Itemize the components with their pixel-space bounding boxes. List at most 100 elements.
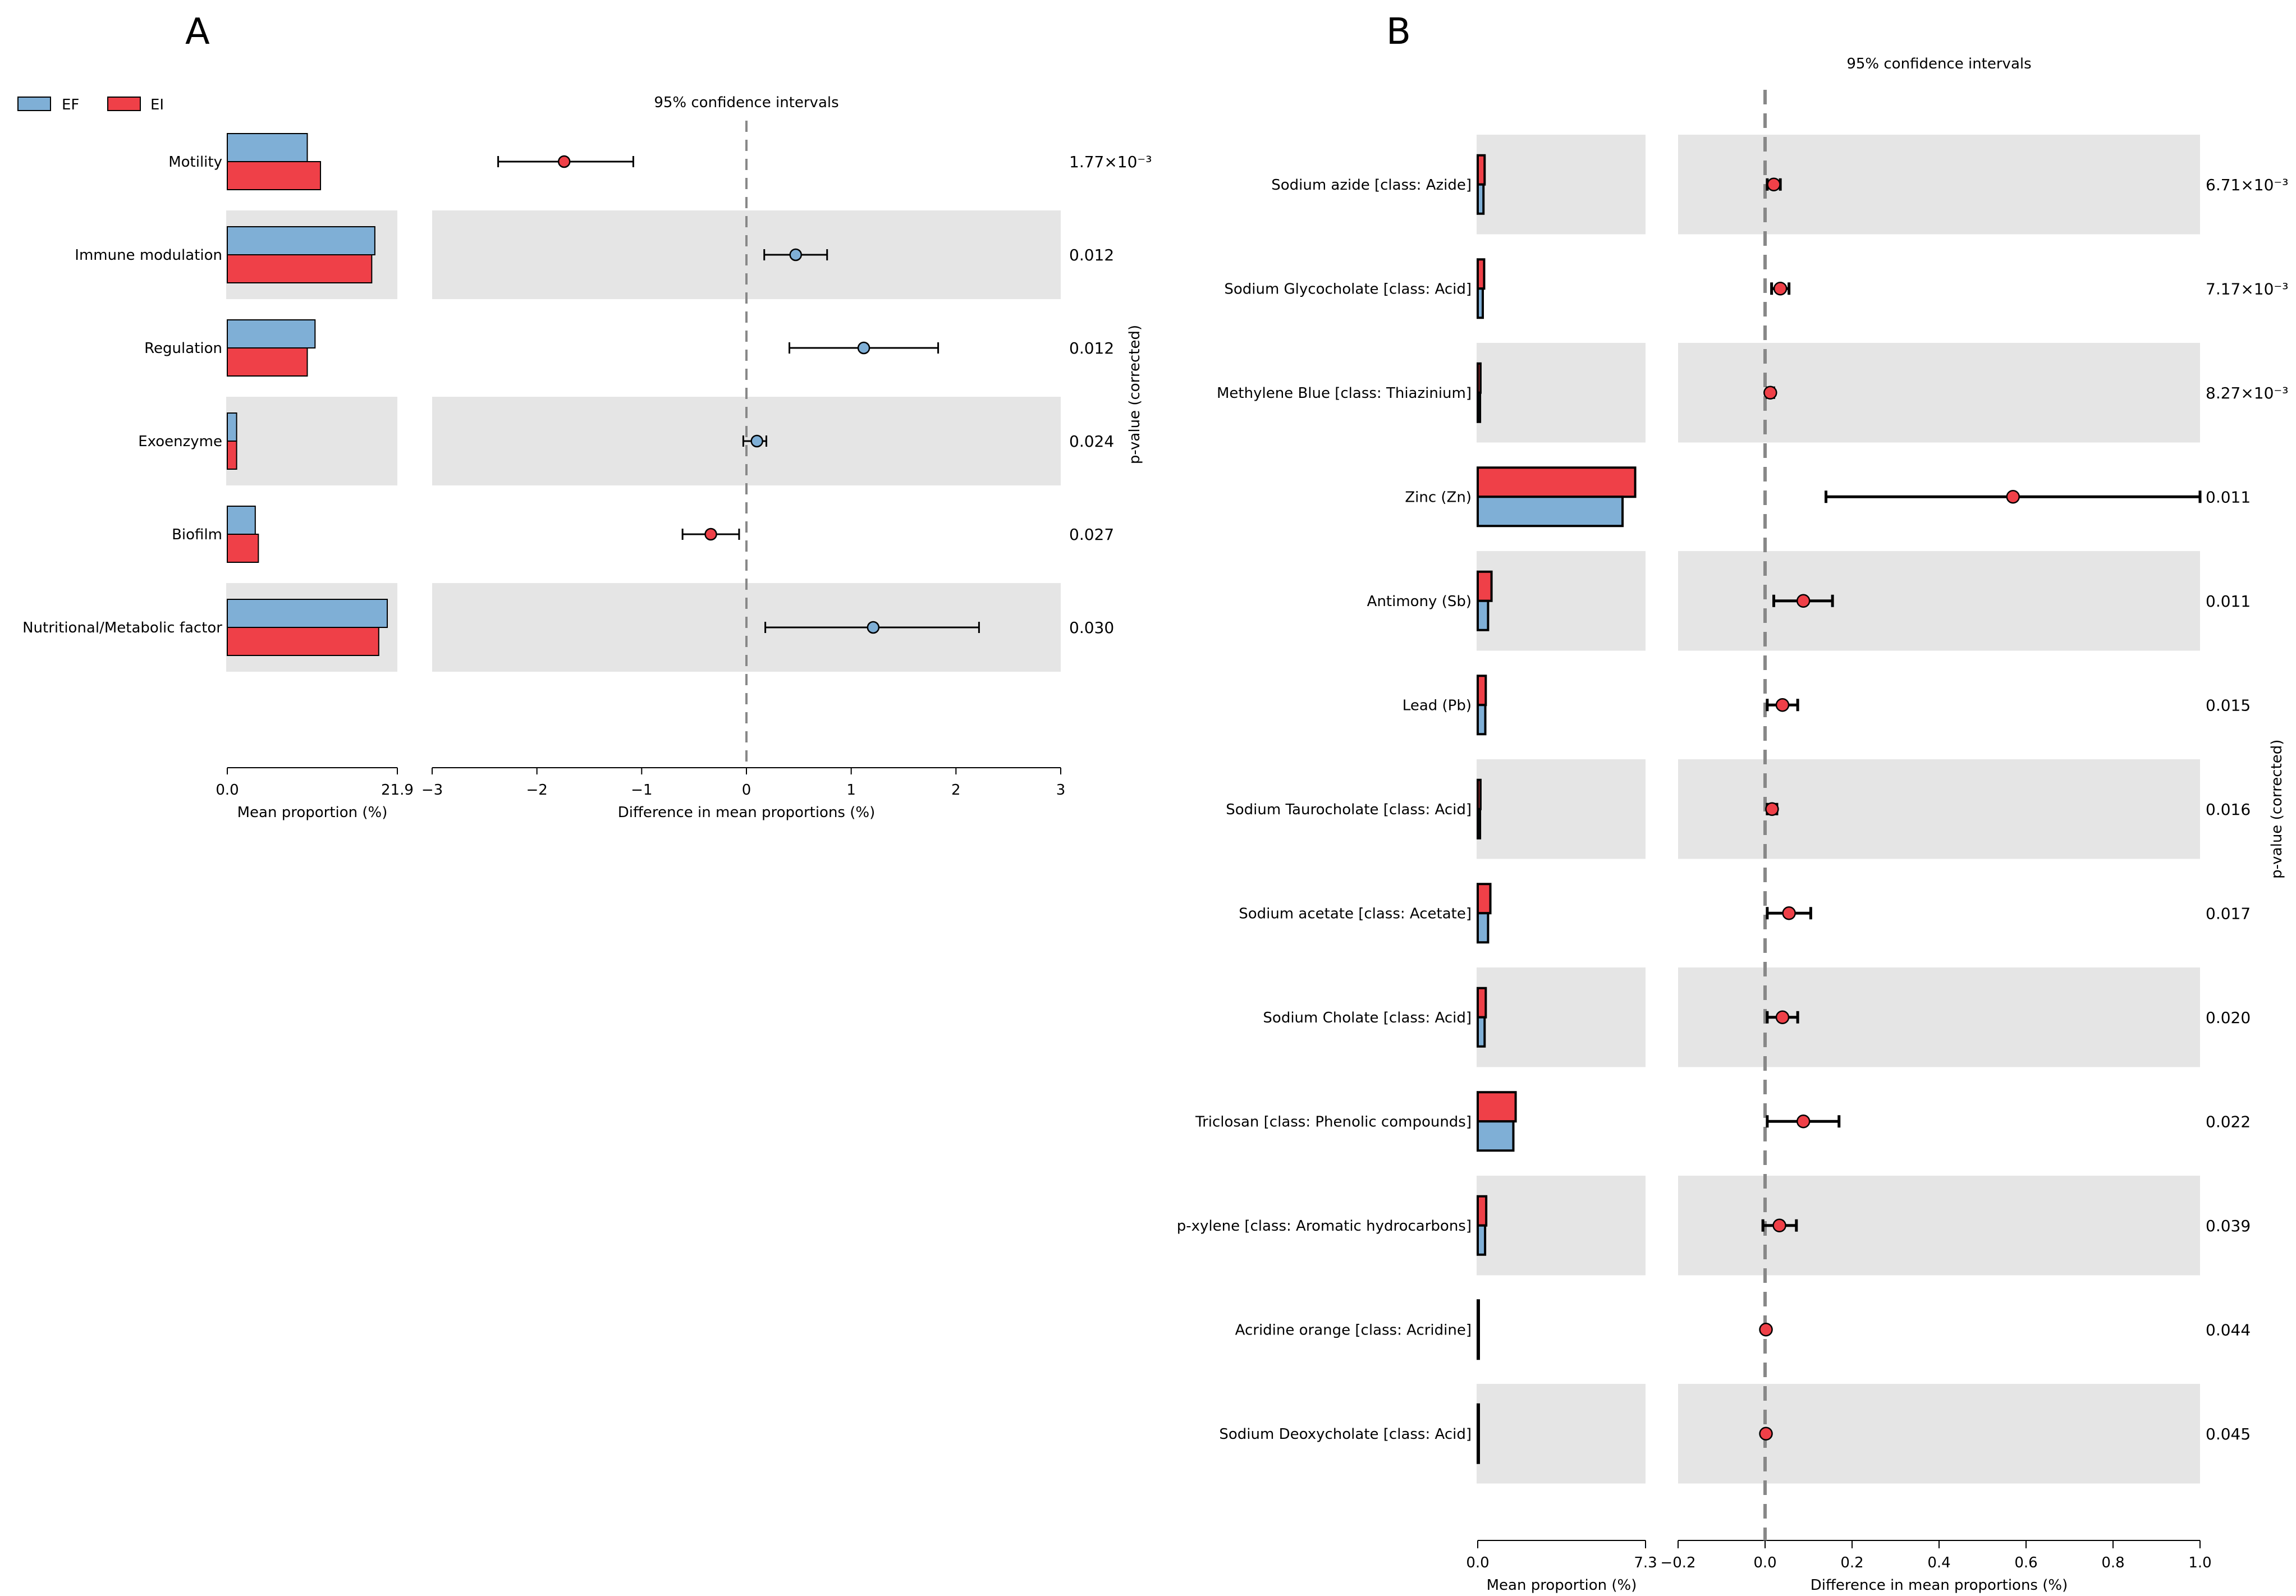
ci-title: 95% confidence intervals xyxy=(654,94,838,111)
category-label: Acridine orange [class: Acridine] xyxy=(1235,1322,1472,1338)
p-value-axis-label: p-value (corrected) xyxy=(1126,325,1143,464)
bar-ei xyxy=(1477,1403,1480,1435)
row-band-bar xyxy=(226,397,397,485)
panel-b: Sodium azide [class: Azide] Sodium Glycoc… xyxy=(1177,56,2289,1594)
ci-axis-label: Difference in mean proportions (%) xyxy=(1811,1577,2068,1594)
category-label: Biofilm xyxy=(172,526,222,543)
bar-ei xyxy=(1477,154,1486,186)
row-band-bar xyxy=(1477,343,1646,443)
category-label: Motility xyxy=(168,154,222,171)
bar-ei xyxy=(1477,258,1486,290)
bar-ei xyxy=(1477,1195,1488,1227)
legend-swatch-ef xyxy=(17,97,51,111)
bar-axis-tick-label: 0.0 xyxy=(1466,1554,1489,1571)
bar-ef xyxy=(1477,391,1482,423)
bar-ei xyxy=(1477,1091,1517,1123)
p-value: 0.039 xyxy=(2206,1217,2251,1235)
bar-ei xyxy=(1477,883,1492,915)
ci-point xyxy=(1759,1323,1773,1337)
p-value: 0.016 xyxy=(2206,800,2251,819)
ci-axis-tick-label: 2 xyxy=(951,782,961,799)
row-band-ci xyxy=(1678,135,2200,235)
bar-ef xyxy=(227,226,375,255)
category-label: Regulation xyxy=(144,340,222,357)
bar-axis-tick-label: 0.0 xyxy=(216,782,239,799)
ci-point xyxy=(1773,282,1788,296)
category-label: Methylene Blue [class: Thiazinium] xyxy=(1217,385,1472,402)
ci-point xyxy=(789,248,802,262)
bar-ei xyxy=(227,627,379,656)
p-value: 7.17×10⁻³ xyxy=(2206,279,2288,298)
row-band-ci xyxy=(1678,967,2200,1067)
p-value: 0.011 xyxy=(2206,592,2251,611)
p-value: 0.022 xyxy=(2206,1112,2251,1131)
p-value: 0.044 xyxy=(2206,1320,2251,1339)
category-label: Sodium acetate [class: Acetate] xyxy=(1239,905,1472,922)
p-value: 0.015 xyxy=(2206,696,2251,714)
category-label: Lead (Pb) xyxy=(1403,697,1472,714)
row-band-bar xyxy=(1477,759,1646,859)
legend-label-ei: EI xyxy=(150,97,164,113)
category-label: p-xylene [class: Aromatic hydrocarbons] xyxy=(1177,1218,1472,1235)
ci-point xyxy=(857,341,870,355)
ci-point xyxy=(1796,594,1811,608)
ci-point xyxy=(1763,386,1777,400)
category-label: Sodium Deoxycholate [class: Acid] xyxy=(1219,1426,1472,1443)
bar-ei xyxy=(227,347,308,377)
bar-ei xyxy=(227,254,373,283)
category-label: Sodium Cholate [class: Acid] xyxy=(1263,1010,1472,1026)
bar-axis-tick-label: 7.3 xyxy=(1634,1554,1657,1571)
category-label: Sodium azide [class: Azide] xyxy=(1271,177,1472,194)
ci-axis-tick-label: 3 xyxy=(1056,782,1066,799)
bar-ei xyxy=(227,534,259,563)
p-value: 0.027 xyxy=(1069,525,1114,544)
ci-point xyxy=(1772,1218,1786,1232)
bar-ef xyxy=(1477,1016,1486,1048)
row-band-ci xyxy=(1678,1384,2200,1484)
bar-ef xyxy=(1477,1328,1480,1360)
ci-point xyxy=(704,528,717,541)
ci-point xyxy=(1782,906,1796,920)
ci-axis-tick-label: −1 xyxy=(631,782,652,799)
bar-ef xyxy=(1477,912,1490,944)
ci-axis-tick-label: 0 xyxy=(742,782,751,799)
ci-title: 95% confidence intervals xyxy=(1846,56,2031,72)
bar-ef xyxy=(1477,1120,1515,1152)
panel-a-label: A xyxy=(185,11,210,53)
p-value: 0.024 xyxy=(1069,432,1114,451)
ci-point xyxy=(1767,177,1781,191)
category-label: Sodium Glycocholate [class: Acid] xyxy=(1224,281,1472,297)
bar-ef xyxy=(1477,183,1485,215)
bar-ei xyxy=(227,161,322,190)
category-label: Sodium Taurocholate [class: Acid] xyxy=(1226,801,1472,818)
ci-axis-tick-label: 1 xyxy=(846,782,856,799)
row-band-ci xyxy=(1678,759,2200,859)
p-value: 6.71×10⁻³ xyxy=(2206,176,2288,194)
row-band-bar xyxy=(1477,1384,1646,1484)
ci-axis-label: Difference in mean proportions (%) xyxy=(618,804,876,821)
p-value: 0.030 xyxy=(1069,618,1114,637)
p-value: 0.045 xyxy=(2206,1425,2251,1443)
bar-axis-tick-label: 21.9 xyxy=(381,782,414,799)
bar-ei xyxy=(1477,675,1487,707)
bar-ei xyxy=(1477,466,1637,498)
row-band-bar xyxy=(1477,967,1646,1067)
ci-axis-tick-label: 0.0 xyxy=(1753,1554,1776,1571)
bar-ei xyxy=(1477,1299,1480,1331)
legend-swatch-ei xyxy=(107,97,141,111)
ci-axis-tick-label: 0.6 xyxy=(2014,1554,2037,1571)
ci-point xyxy=(1775,1010,1790,1024)
ci-axis-tick-label: −2 xyxy=(526,782,548,799)
row-band-ci xyxy=(1678,551,2200,651)
ci-axis-tick-label: −0.2 xyxy=(1660,1554,1695,1571)
bar-ef xyxy=(227,133,308,162)
bar-ei xyxy=(1477,987,1487,1019)
p-value: 8.27×10⁻³ xyxy=(2206,384,2288,402)
category-label: Antimony (Sb) xyxy=(1367,593,1472,610)
bar-ef xyxy=(227,319,316,348)
row-band-bar xyxy=(1477,551,1646,651)
bar-ef xyxy=(1477,808,1482,840)
p-value: 0.020 xyxy=(2206,1008,2251,1027)
panel-a: Motility Immune modulation Regulation Exoen… xyxy=(22,94,1152,821)
